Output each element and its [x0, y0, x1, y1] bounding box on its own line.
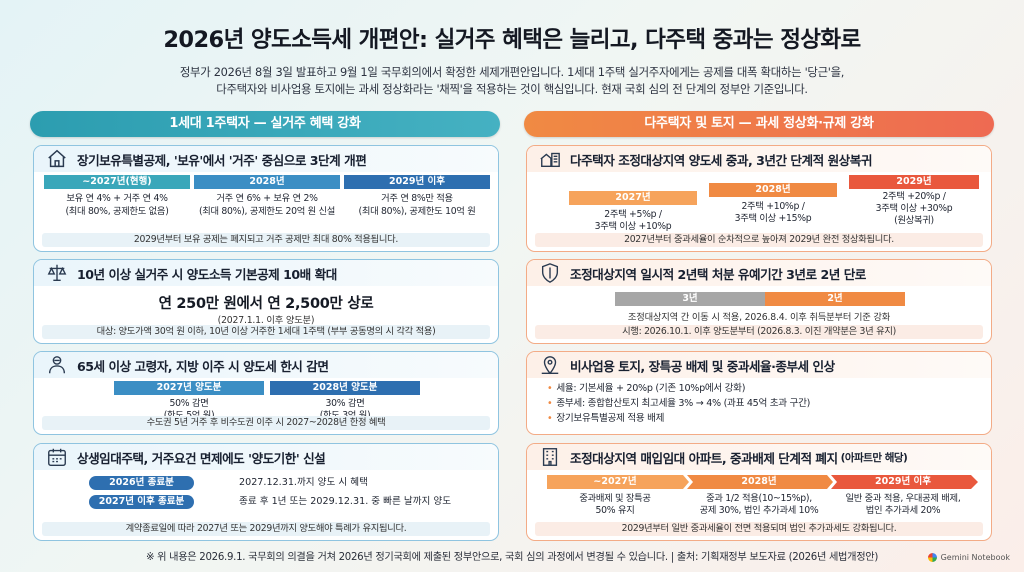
old-period-bar: 3년: [615, 292, 765, 306]
card-title: 조정대상지역 일시적 2년택 처분 유예기간 3년로 2년 단로: [570, 266, 866, 282]
step-desc: 중과 1/2 적용(10~15%p), 공제 30%, 법인 추가과세 10%: [699, 493, 819, 516]
right-column-header: 다주택자 및 토지 — 과세 정상화·규제 강화: [524, 111, 994, 137]
land-bullet: 장기보유특별공제 적용 배제: [547, 412, 664, 425]
relief-2027: 2027년 양도분 50% 감면 (한도 5억 원): [114, 381, 264, 421]
intro-line-1: 정부가 2026년 8월 3일 발표하고 9월 1일 국무회의에서 확정한 세제…: [179, 65, 845, 79]
step-label: ~2027년: [593, 476, 637, 487]
period-note: 조정대상지역 간 이동 시 적용, 2026.8.4. 이후 취득분부터 기준 …: [627, 312, 891, 323]
land-bullet: 세율: 기본세율 + 20%p (기존 10%p에서 강화): [547, 382, 745, 395]
house-icon: [48, 149, 66, 168]
card-footnote: 2029년부터 일반 중과세율이 전면 적용되며 법인 추가과세도 강화됩니다.: [535, 522, 983, 536]
deduction-date: (2027.1.1. 이후 양도분): [217, 315, 315, 326]
land-bullet: 종부세: 종합합산토지 최고세율 3% → 4% (과표 45억 초과 구간): [547, 397, 810, 410]
step-desc: 중과배제 및 장특공 50% 유지: [579, 493, 651, 516]
card-title: 장기보유특별공제, '보유'에서 '거주' 중심으로 3단계 개편: [77, 152, 367, 168]
step-desc: 2주택 +20%p /3주택 이상 +30%p (원상복귀): [875, 191, 953, 226]
relief-2028: 2028년 양도분 30% 감면 (한도 3억 원): [270, 381, 420, 421]
card-footnote: 시행: 2026.10.1. 이후 양도분부터 (2026.8.3. 이진 개약…: [535, 325, 983, 339]
page-title: 2026년 양도소득세 개편안: 실거주 혜택은 늘리고, 다주택 중과는 정상…: [163, 27, 861, 53]
card-footnote: 대상: 양도가액 30억 원 이하, 10년 이상 거주한 1세대 1주택 (부…: [42, 325, 490, 339]
scale-icon: [47, 264, 67, 282]
shield-icon: [541, 263, 559, 283]
stage-desc: 보유 연 4% + 거주 연 4% (최대 80%, 공제한도 없음): [65, 193, 169, 217]
notebook-badge: Gemini Notebook: [927, 553, 1010, 562]
step-desc: 2주택 +5%p /3주택 이상 +10%p: [594, 209, 672, 232]
card-title: 65세 이상 고령자, 지방 이주 시 양도세 한시 감면: [77, 358, 329, 374]
deadline-label: 2026년 종료분: [89, 476, 194, 490]
stage-label: 2028년: [194, 175, 340, 189]
stage-2028: 2028년 거주 연 6% + 보유 연 2% (최대 80%), 공제한도 20…: [194, 175, 340, 218]
card-rental-housing: 상생임대주택, 거주요건 면제에도 '양도기한' 신설 2026년 종료분 20…: [33, 443, 499, 541]
card-title: 상생임대주택, 거주요건 면제에도 '양도기한' 신설: [77, 450, 326, 466]
notebook-label: Gemini Notebook: [940, 553, 1010, 562]
deadline-text: 종료 후 1년 또는 2029.12.31. 중 빠른 날까지 양도: [239, 496, 452, 507]
disclaimer: ※ 위 내용은 2026.9.1. 국무회의 의결을 거쳐 2026년 정기국회…: [145, 552, 879, 563]
card-title-note: (아파트만 해당): [840, 451, 908, 464]
deadline-label: 2027년 이후 종료분: [89, 495, 194, 509]
calendar-icon: [48, 448, 66, 466]
relief-label: 2028년 양도분: [270, 381, 420, 395]
card-basic-deduction: 10년 이상 실거주 시 양도소득 기본공제 10배 확대 연 250만 원에서…: [33, 259, 499, 344]
new-period-bar: 2년: [765, 292, 905, 306]
card-title: 비사업용 토지, 장특공 배제 및 중과세율·종부세 인상: [570, 358, 835, 374]
step-label: 2028년: [709, 183, 837, 197]
apartment-icon: [542, 448, 558, 466]
map-pin-icon: [541, 356, 559, 375]
relief-label: 2027년 양도분: [114, 381, 264, 395]
intro-text: 정부가 2026년 8월 3일 발표하고 9월 1일 국무회의에서 확정한 세제…: [80, 64, 944, 98]
card-footnote: 2029년부터 보유 공제는 폐지되고 거주 공제만 최대 80% 적용됩니다.: [42, 233, 490, 247]
step-label: 2027년: [569, 191, 697, 205]
notebook-logo-icon: [927, 553, 937, 562]
left-column-header: 1세대 1주택자 — 실거주 혜택 강화: [30, 111, 500, 137]
stage-2029: 2029년 이후 거주 연 8%만 적용 (최대 80%), 공제한도 10억 원: [344, 175, 490, 218]
step-label: 2028년: [741, 476, 777, 487]
elder-icon: [48, 356, 66, 374]
buildings-icon: [540, 152, 560, 168]
stage-desc: 거주 연 8%만 적용 (최대 80%), 공제한도 10억 원: [358, 193, 476, 217]
relief-desc: 30% 감면 (한도 3억 원): [319, 398, 371, 421]
card-title: 10년 이상 실거주 시 양도소득 기본공제 10배 확대: [77, 266, 337, 282]
step-desc: 일반 중과 적용, 우대공제 배제, 법인 추가과세 20%: [845, 493, 961, 516]
card-rental-apartment: 조정대상지역 매입임대 아파트, 중과배제 단계적 폐지 (아파트만 해당) ~2…: [526, 443, 992, 541]
relief-desc: 50% 감면 (한도 5억 원): [163, 398, 215, 421]
step-label: 2029년: [849, 175, 979, 189]
deadline-text: 2027.12.31.까지 양도 시 혜택: [239, 477, 368, 488]
step-desc: 2주택 +10%p /3주택 이상 +15%p: [734, 201, 812, 224]
card-grace-period: 조정대상지역 일시적 2년택 처분 유예기간 3년로 2년 단로 3년 2년 조…: [526, 259, 992, 344]
stage-desc: 거주 연 6% + 보유 연 2% (최대 80%), 공제한도 20억 원 신설: [198, 193, 336, 217]
card-non-business-land: 비사업용 토지, 장특공 배제 및 중과세율·종부세 인상 세율: 기본세율 +…: [526, 351, 992, 435]
stage-label: 2029년 이후: [344, 175, 490, 189]
card-footnote: 2027년부터 중과세율이 순차적으로 높아져 2029년 완전 정상화됩니다.: [535, 233, 983, 247]
timeline-arrow: [547, 475, 978, 489]
card-footnote: 계약종료일에 따라 2027년 또는 2029년까지 양도해야 특례가 유지됩니…: [42, 522, 490, 536]
step-label: 2029년 이후: [875, 476, 931, 487]
card-footnote: 수도권 5년 거주 후 비수도권 이주 시 2027~2028년 한정 혜택: [42, 416, 490, 430]
card-multi-home-surcharge: 다주택자 조정대상지역 양도세 중과, 3년간 단계적 원상복귀 2027년 2…: [526, 145, 992, 252]
stage-current: ~2027년(현행) 보유 연 4% + 거주 연 4% (최대 80%, 공제한…: [44, 175, 190, 218]
card-title: 다주택자 조정대상지역 양도세 중과, 3년간 단계적 원상복귀: [570, 152, 872, 168]
stage-label: ~2027년(현행): [44, 175, 190, 189]
deduction-amount: 연 250만 원에서 연 2,500만 상로: [158, 296, 374, 312]
card-long-term-deduction: 장기보유특별공제, '보유'에서 '거주' 중심으로 3단계 개편 ~2027년…: [33, 145, 499, 252]
card-title: 조정대상지역 매입임대 아파트, 중과배제 단계적 폐지: [570, 450, 838, 466]
card-elderly-relief: 65세 이상 고령자, 지방 이주 시 양도세 한시 감면 2027년 양도분 …: [33, 351, 499, 435]
intro-line-2: 다주택자와 비사업용 토지에는 과세 정상화라는 '채찍'을 적용하는 것이 핵…: [216, 82, 808, 96]
